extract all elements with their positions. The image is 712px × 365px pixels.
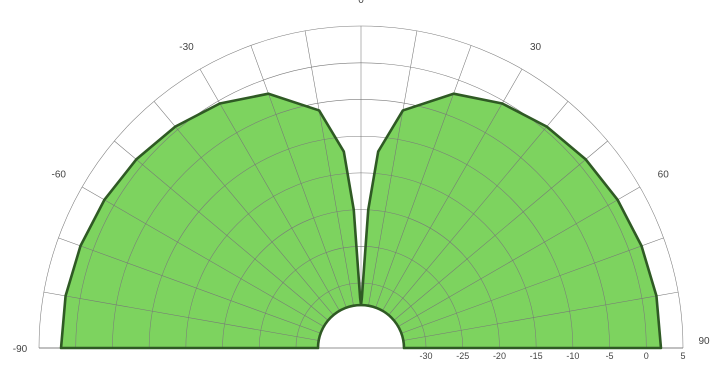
- angular-grid-line: [304, 30, 354, 306]
- angular-grid-line: [398, 186, 640, 327]
- angle-tick-label: 90: [698, 336, 710, 347]
- radial-tick-label: -20: [493, 351, 506, 361]
- radiation-pattern-outline: [59, 92, 663, 350]
- angle-tick-label: -30: [179, 42, 194, 53]
- angle-tick-label: -90: [13, 344, 28, 355]
- angular-grid-line: [153, 101, 334, 316]
- radiation-pattern-outline-layer: [59, 92, 663, 350]
- radial-tick-label: 0: [644, 351, 649, 361]
- angle-tick-label: 0: [358, 0, 364, 6]
- radial-tick-label: -10: [566, 351, 579, 361]
- angular-grid-line: [199, 69, 340, 311]
- angle-tick-label: 30: [530, 42, 542, 53]
- radial-tick-label: 5: [680, 351, 685, 361]
- angular-grid-line: [82, 186, 324, 327]
- radial-tick-label: -15: [530, 351, 543, 361]
- angular-grid-line: [388, 101, 569, 316]
- chart-labels: -90 -60 -30 0 30 60 90 -30 -25 -20 -15 -10 -5 0 5: [13, 0, 710, 361]
- angular-grid-line: [250, 45, 347, 308]
- angle-tick-label: 60: [658, 170, 670, 181]
- radiation-pattern-layer: [61, 93, 661, 349]
- angular-grid-line: [401, 237, 664, 334]
- radial-tick-label: -30: [420, 351, 433, 361]
- angular-grid-line: [114, 140, 329, 321]
- angle-tick-label: -60: [52, 170, 67, 181]
- angular-grid-line: [382, 69, 523, 311]
- angular-grid-line: [43, 291, 319, 341]
- polar-grid: [38, 25, 684, 349]
- angular-grid-line: [58, 237, 321, 334]
- radial-tick-label: -25: [456, 351, 469, 361]
- angular-grid-line: [403, 291, 679, 341]
- angular-grid-line: [393, 140, 608, 321]
- angular-grid-line: [375, 45, 472, 308]
- radiation-pattern-fill: [61, 93, 661, 349]
- radial-tick-label: -5: [606, 351, 614, 361]
- angular-grid-line: [368, 30, 418, 306]
